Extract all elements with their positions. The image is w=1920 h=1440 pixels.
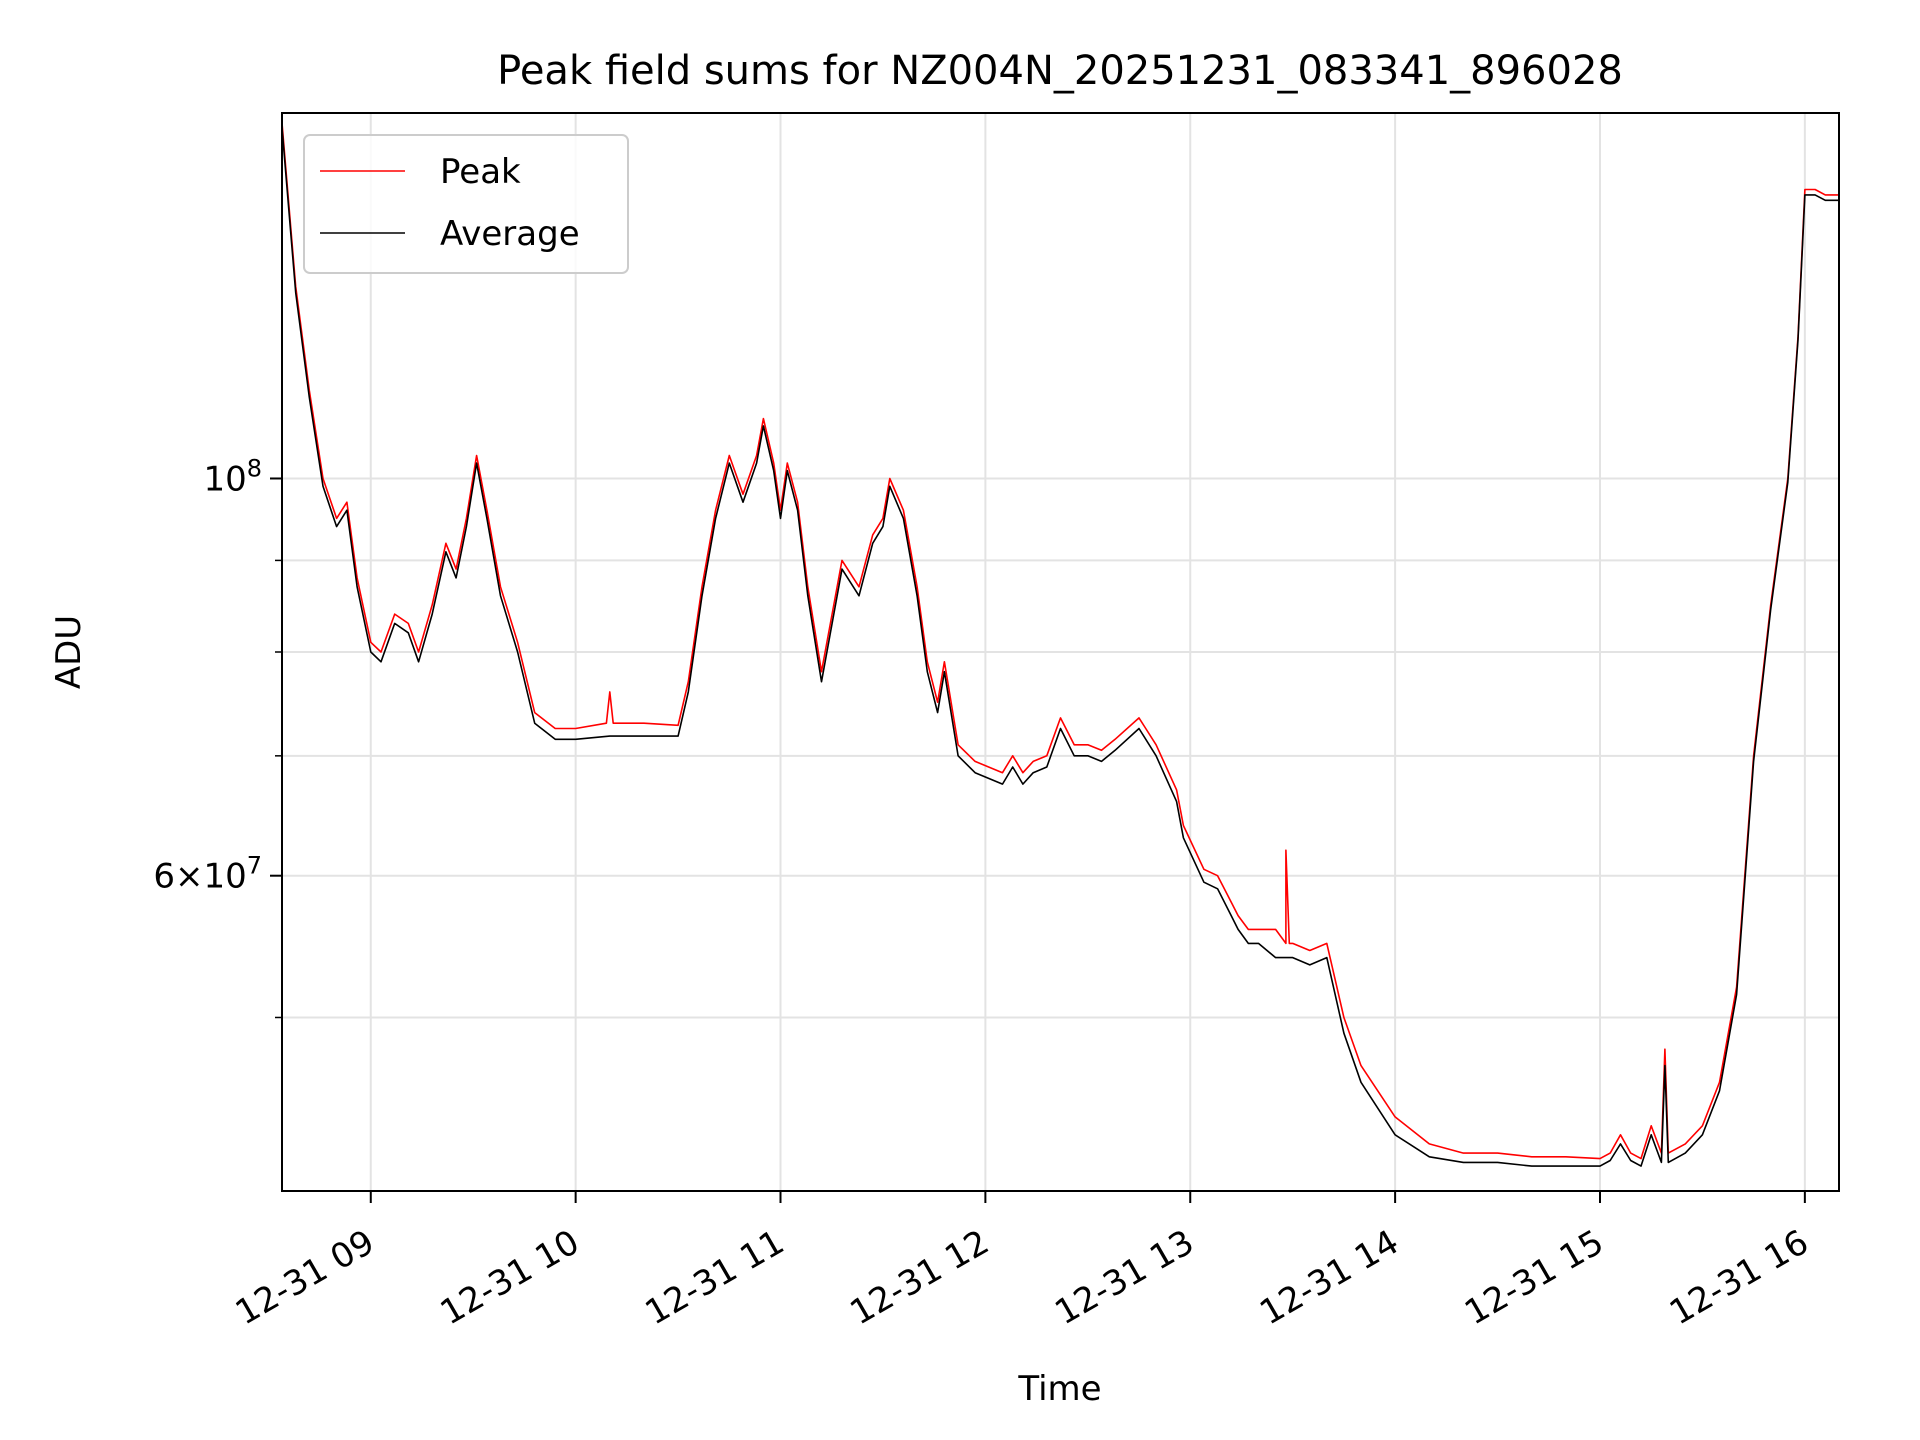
y-tick-exponent: 7 bbox=[247, 852, 262, 880]
y-tick-base: 10 bbox=[203, 857, 246, 897]
grid bbox=[282, 113, 1839, 1191]
series-line-average bbox=[281, 127, 1839, 1167]
y-tick-mantissa: 6 bbox=[153, 857, 175, 897]
legend: Peak Average bbox=[303, 134, 629, 274]
legend-box bbox=[303, 134, 629, 274]
legend-label-peak: Peak bbox=[440, 152, 521, 192]
y-tick-times: × bbox=[175, 857, 204, 897]
y-tick-label: 108 bbox=[203, 454, 262, 499]
x-axis-label: Time bbox=[1017, 1369, 1101, 1409]
series-line-peak bbox=[281, 122, 1839, 1160]
series-layer bbox=[281, 122, 1839, 1167]
legend-label-average: Average bbox=[440, 214, 580, 254]
y-tick-base: 10 bbox=[203, 459, 246, 499]
y-tick-exponent: 8 bbox=[247, 454, 262, 482]
y-axis-label: ADU bbox=[49, 615, 89, 689]
y-tick-label: 6×107 bbox=[153, 852, 262, 897]
chart-title: Peak field sums for NZ004N_20251231_0833… bbox=[497, 48, 1623, 94]
